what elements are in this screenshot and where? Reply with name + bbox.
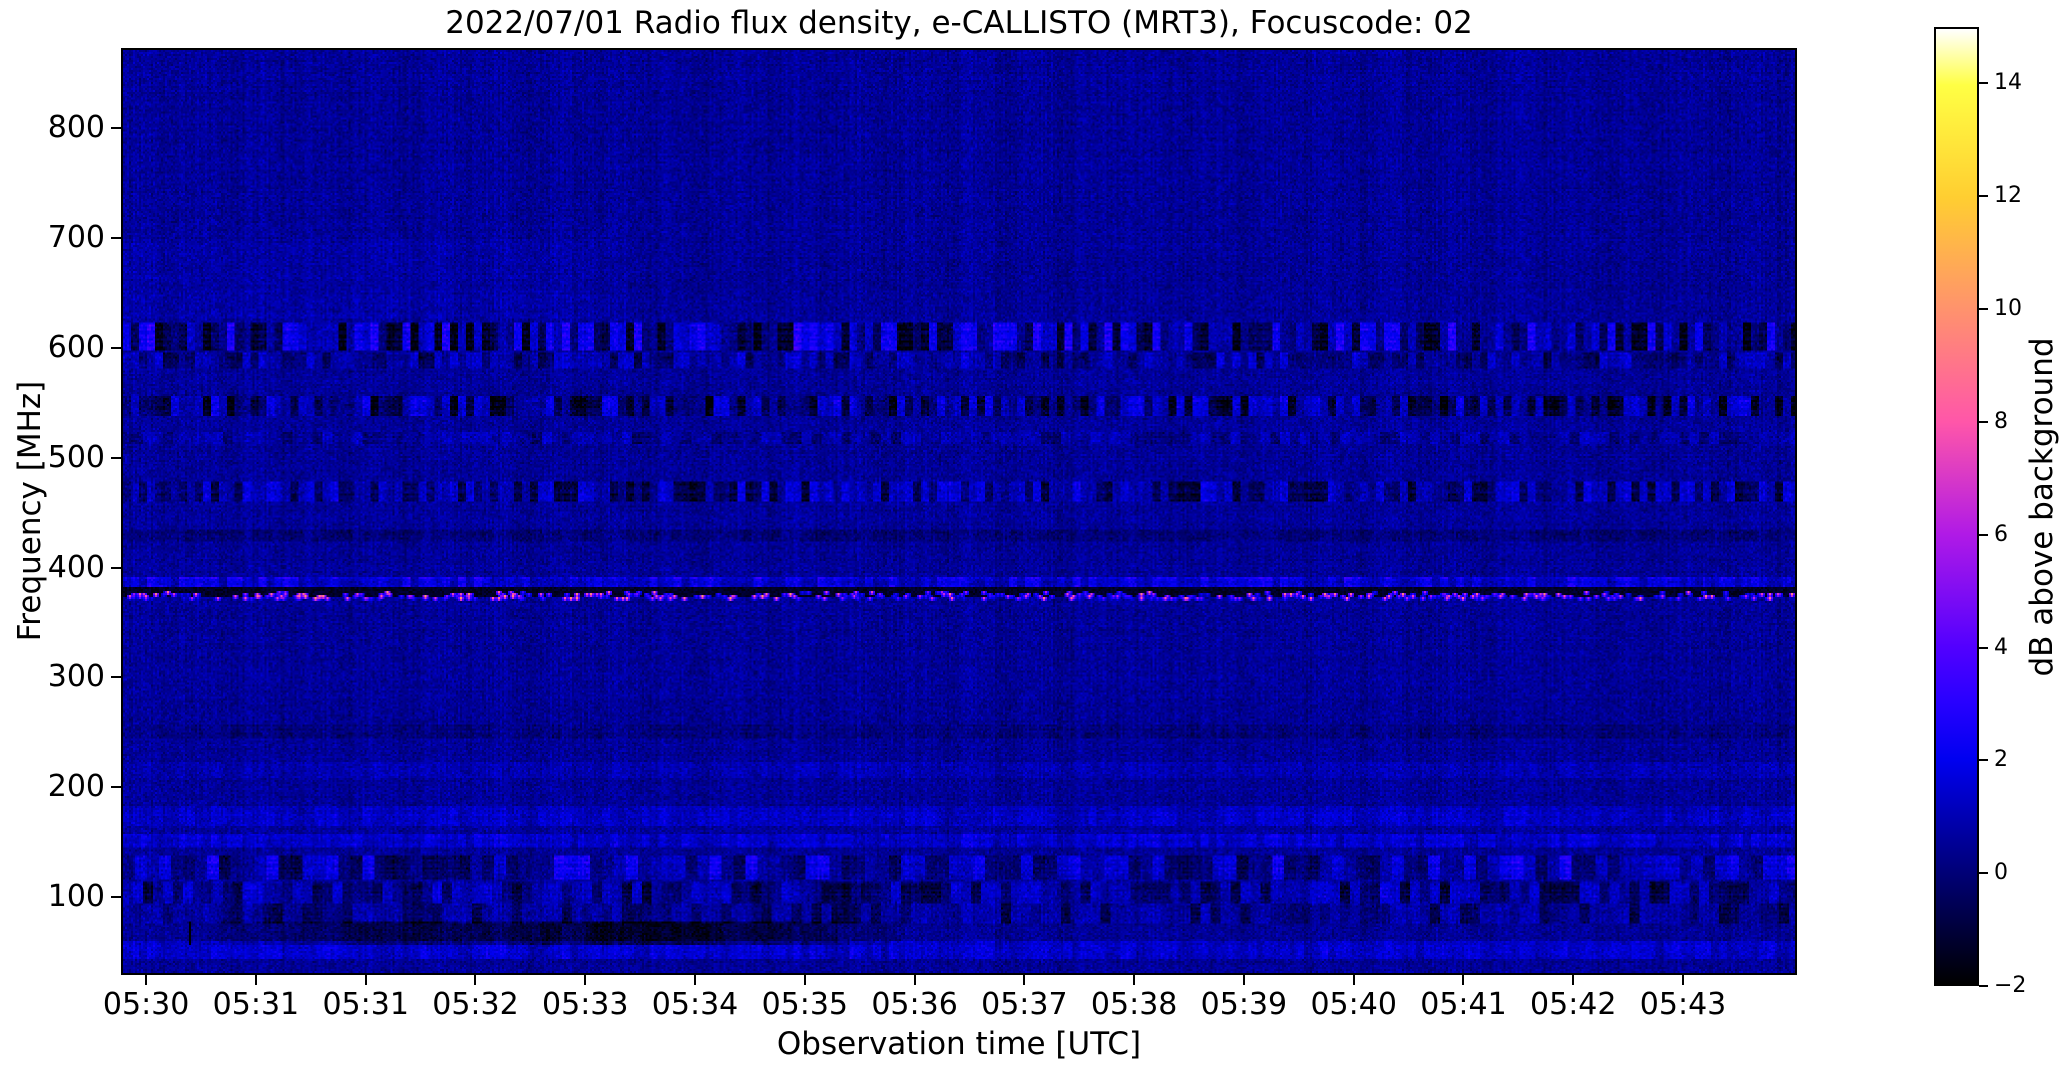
colorbar-tick-label: 8 <box>1994 408 2008 434</box>
x-tick-label: 05:43 <box>1639 987 1727 1022</box>
x-tick-label: 05:31 <box>212 987 300 1022</box>
y-tick-label: 800 <box>47 110 105 146</box>
x-tick-label: 05:32 <box>432 987 519 1022</box>
x-tick-label: 05:42 <box>1530 987 1617 1022</box>
colorbar-tick-label: 2 <box>1994 747 2008 773</box>
colorbar-tick-label: 10 <box>1994 296 2022 322</box>
colorbar-tick-label: 6 <box>1994 521 2008 547</box>
spectrogram-canvas <box>123 50 1795 973</box>
colorbar-tick-mark <box>1979 985 1988 987</box>
x-tick-mark <box>254 975 257 985</box>
x-tick-label: 05:39 <box>1200 987 1288 1022</box>
y-tick-mark <box>111 676 121 679</box>
colorbar-tick-mark <box>1979 195 1988 198</box>
x-tick-label: 05:36 <box>871 987 958 1022</box>
x-tick-mark <box>1352 975 1355 985</box>
colorbar-tick-label: 14 <box>1994 70 2022 96</box>
colorbar-tick-mark <box>1979 759 1988 762</box>
colorbar-tick-mark <box>1979 82 1988 85</box>
y-tick-mark <box>111 896 121 899</box>
colorbar-tick-mark <box>1979 872 1988 875</box>
x-tick-mark <box>694 975 697 985</box>
colorbar-tick-label: 0 <box>1994 860 2008 886</box>
x-tick-label: 05:41 <box>1420 987 1507 1022</box>
y-tick-mark <box>111 566 121 569</box>
x-tick-mark <box>474 975 477 985</box>
x-tick-label: 05:31 <box>322 987 409 1022</box>
y-tick-mark <box>111 346 121 349</box>
chart-title: 2022/07/01 Radio flux density, e-CALLIST… <box>445 5 1473 41</box>
x-tick-mark <box>913 975 916 985</box>
colorbar-tick-mark <box>1979 646 1988 649</box>
x-tick-label: 05:33 <box>542 987 629 1022</box>
x-tick-mark <box>1572 975 1575 985</box>
y-tick-mark <box>111 786 121 789</box>
y-tick-label: 600 <box>47 329 105 365</box>
x-tick-mark <box>803 975 806 985</box>
x-tick-label: 05:38 <box>1090 987 1178 1022</box>
y-tick-label: 500 <box>47 439 105 475</box>
x-tick-mark <box>1023 975 1026 985</box>
y-tick-label: 400 <box>47 549 105 585</box>
colorbar-tick-label: 4 <box>1994 634 2008 660</box>
colorbar-tick-label: 12 <box>1994 183 2022 209</box>
colorbar-tick-mark <box>1979 308 1988 311</box>
colorbar <box>1934 27 1979 986</box>
colorbar-tick-mark <box>1979 533 1988 536</box>
x-tick-label: 05:40 <box>1310 987 1397 1022</box>
x-tick-mark <box>1242 975 1245 985</box>
x-tick-mark <box>145 975 148 985</box>
x-tick-label: 05:37 <box>981 987 1068 1022</box>
x-tick-mark <box>584 975 587 985</box>
y-tick-label: 100 <box>47 879 105 915</box>
x-axis-label: Observation time [UTC] <box>776 1026 1142 1062</box>
x-tick-mark <box>1133 975 1136 985</box>
y-axis-label: Frequency [MHz] <box>12 380 48 642</box>
y-tick-label: 700 <box>47 220 105 255</box>
x-tick-label: 05:35 <box>761 987 849 1022</box>
y-tick-mark <box>111 127 121 130</box>
x-tick-mark <box>1462 975 1465 985</box>
y-tick-mark <box>111 237 121 239</box>
x-tick-mark <box>1682 975 1685 985</box>
x-tick-label: 05:34 <box>651 987 739 1022</box>
y-tick-mark <box>111 456 121 459</box>
x-tick-label: 05:30 <box>102 987 190 1022</box>
colorbar-label: dB above background <box>2024 337 2060 677</box>
plot-area <box>121 48 1797 975</box>
x-tick-mark <box>364 975 367 985</box>
y-tick-label: 300 <box>47 659 105 695</box>
colorbar-gradient <box>1936 29 1977 984</box>
y-tick-label: 200 <box>47 769 105 805</box>
colorbar-tick-mark <box>1979 420 1988 423</box>
colorbar-tick-label: −2 <box>1994 973 2027 998</box>
